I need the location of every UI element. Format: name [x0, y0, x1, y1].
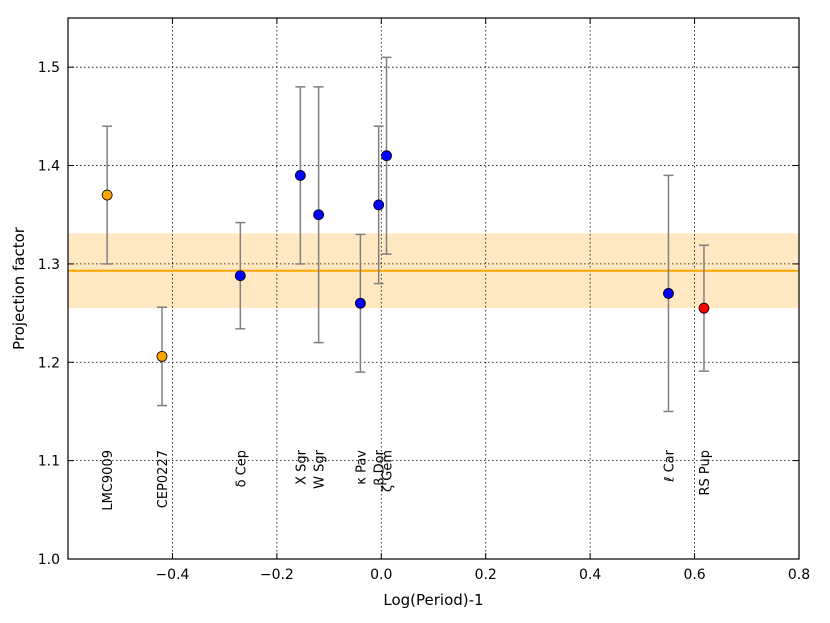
star-label: RS Pup — [698, 450, 713, 496]
star-label: ζ Gem — [381, 450, 396, 492]
data-point — [373, 199, 385, 211]
star-label: κ Pav — [354, 450, 369, 485]
x-tick-label: 0.8 — [788, 567, 810, 583]
data-point — [101, 189, 113, 201]
data-point — [663, 288, 674, 299]
data-points — [101, 150, 710, 362]
data-point — [354, 297, 366, 309]
x-tick-label: 0.6 — [683, 567, 705, 583]
x-tick-label: −0.4 — [155, 567, 189, 583]
data-point — [156, 350, 168, 362]
axis-ticks: −0.4 −0.2 0.0 0.2 0.4 0.6 0.8 1.0 1.1 1.2 1.3 1.4 1.… — [38, 18, 810, 583]
y-tick-label: 1.4 — [38, 159, 60, 175]
star-label: X Sgr — [294, 449, 309, 485]
y-tick-label: 1.1 — [38, 454, 60, 470]
star-label: W Sgr — [313, 449, 328, 488]
y-tick-label: 1.0 — [38, 552, 60, 568]
y-tick-label: 1.3 — [38, 257, 60, 273]
x-tick-label: 0.4 — [579, 567, 601, 583]
star-label: CEP0227 — [156, 450, 171, 508]
data-point — [234, 270, 246, 282]
data-point — [313, 209, 325, 221]
x-tick-label: −0.2 — [260, 567, 294, 583]
star-label: LMC9009 — [101, 450, 116, 511]
y-axis-label: Projection factor — [10, 226, 28, 350]
x-tick-label: 0.0 — [370, 567, 392, 583]
data-point — [294, 169, 306, 181]
data-point — [381, 150, 392, 162]
data-point — [698, 302, 710, 314]
star-labels: LMC9009 CEP0227 δ Cep X Sgr W Sgr κ Pav β Dorζ… — [101, 449, 713, 510]
y-tick-label: 1.5 — [38, 60, 60, 76]
star-label: δ Cep — [234, 450, 249, 487]
grid — [68, 18, 799, 559]
star-label: β Dor — [373, 449, 388, 485]
x-tick-label: 0.2 — [475, 567, 497, 583]
plot-frame — [67, 17, 800, 560]
star-label: ℓ Car — [662, 449, 677, 483]
y-tick-label: 1.2 — [38, 355, 60, 371]
x-axis-label: Log(Period)-1 — [383, 591, 483, 609]
